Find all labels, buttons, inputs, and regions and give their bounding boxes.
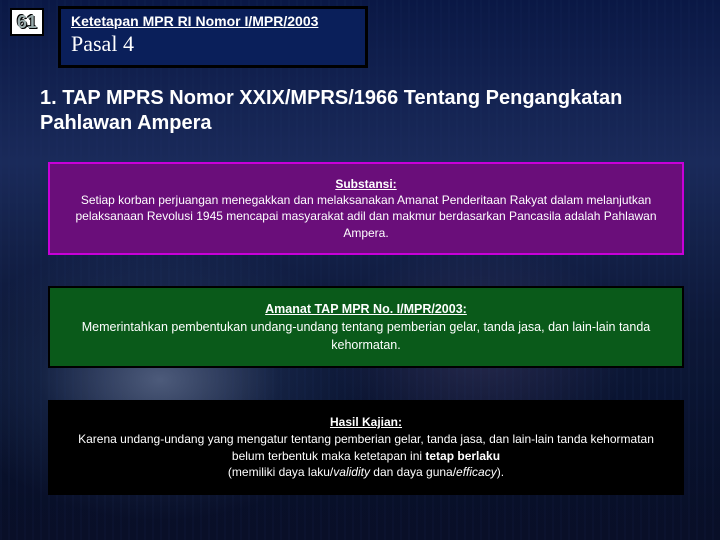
hasil-line2a: (memiliki daya laku/ — [228, 465, 333, 479]
hasil-label: Hasil Kajian: — [330, 415, 402, 429]
amanat-label: Amanat TAP MPR No. I/MPR/2003: — [265, 302, 467, 316]
slide-number: 61 — [10, 8, 44, 36]
title-line2: Pasal 4 — [71, 31, 355, 57]
main-heading: 1. TAP MPRS Nomor XXIX/MPRS/1966 Tentang… — [40, 86, 680, 136]
hasil-italic2: efficacy — [456, 465, 497, 479]
hasil-bold: tetap berlaku — [425, 449, 500, 463]
substansi-body: Setiap korban perjuangan menegakkan dan … — [75, 193, 656, 239]
amanat-panel: Amanat TAP MPR No. I/MPR/2003: Memerinta… — [48, 286, 684, 368]
substansi-panel: Substansi: Setiap korban perjuangan mene… — [48, 162, 684, 255]
hasil-italic1: validity — [333, 465, 370, 479]
hasil-line1: Karena undang-undang yang mengatur tenta… — [78, 432, 654, 463]
amanat-body: Memerintahkan pembentukan undang-undang … — [82, 320, 650, 352]
title-line1: Ketetapan MPR RI Nomor I/MPR/2003 — [71, 13, 355, 29]
hasil-panel: Hasil Kajian: Karena undang-undang yang … — [48, 400, 684, 495]
hasil-line2b: dan daya guna/ — [370, 465, 456, 479]
substansi-label: Substansi: — [335, 177, 396, 191]
hasil-line2c: ). — [497, 465, 504, 479]
title-box: Ketetapan MPR RI Nomor I/MPR/2003 Pasal … — [58, 6, 368, 68]
